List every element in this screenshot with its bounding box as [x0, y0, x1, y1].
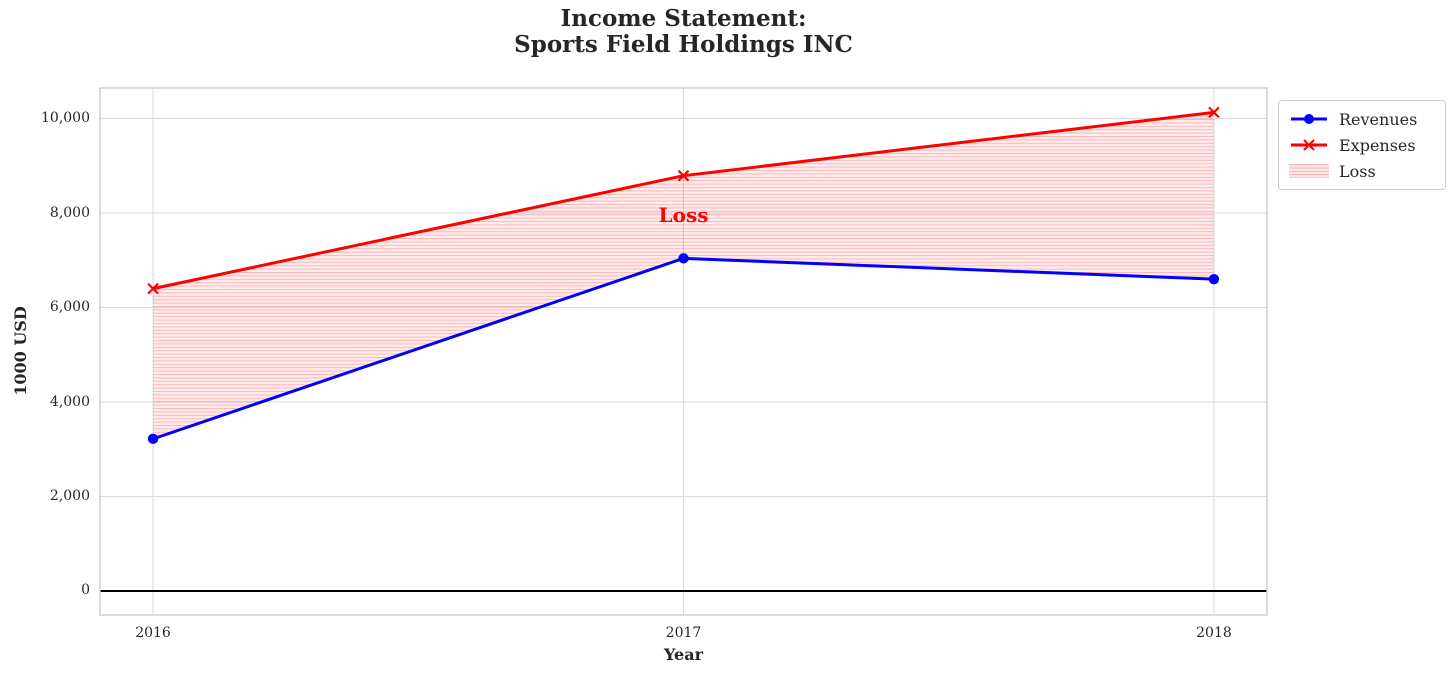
expenses-line-icon [1291, 139, 1327, 151]
legend-item-loss: Loss [1289, 160, 1435, 182]
y-tick-label: 8,000 [49, 204, 90, 221]
chart-title-line1: Income Statement: [560, 5, 807, 32]
y-tick-label: 10,000 [41, 110, 90, 127]
y-tick-label: 4,000 [49, 393, 90, 410]
x-tick-label: 2016 [135, 625, 171, 641]
x-tick-label: 2018 [1196, 625, 1232, 641]
y-tick-label: 2,000 [49, 488, 90, 504]
chart-title-line2: Sports Field Holdings INC [514, 31, 853, 58]
y-tick-label: 6,000 [49, 299, 90, 315]
y-tick-label: 0 [81, 582, 90, 599]
x-tick-label: 2017 [665, 625, 702, 641]
revenues-line-icon [1291, 114, 1327, 124]
legend: Revenues Expenses Loss [1278, 100, 1446, 190]
loss-annotation: Loss [658, 203, 709, 228]
loss-patch-icon [1289, 164, 1329, 178]
chart-title: Income Statement: Sports Field Holdings … [0, 6, 1367, 58]
legend-item-expenses: Expenses [1289, 134, 1435, 156]
legend-label-revenues: Revenues [1339, 109, 1418, 129]
legend-item-revenues: Revenues [1289, 108, 1435, 130]
x-axis-label: Year [663, 645, 703, 664]
legend-label-loss: Loss [1339, 161, 1376, 181]
legend-label-expenses: Expenses [1339, 135, 1416, 155]
